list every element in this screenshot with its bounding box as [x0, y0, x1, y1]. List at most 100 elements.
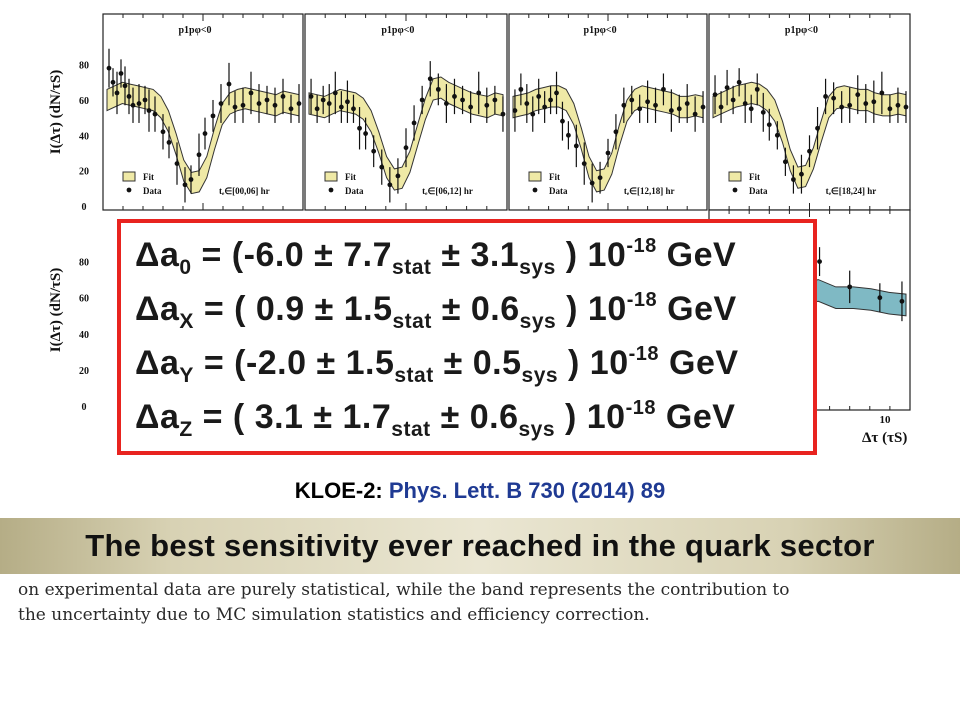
data-point	[774, 132, 780, 138]
legend-fit-swatch	[122, 171, 136, 182]
data-point	[692, 111, 698, 117]
y-tick-label: 20	[79, 366, 89, 377]
result-stat-label: stat	[392, 256, 432, 279]
data-point	[106, 65, 112, 71]
data-point	[831, 95, 837, 101]
data-point	[863, 101, 869, 106]
result-unit: GeV	[659, 344, 739, 382]
data-point	[839, 104, 845, 110]
panel-1: p1pφ<0 tₑ∈[00,06] hr Fit Data	[102, 13, 304, 211]
data-point	[661, 86, 666, 92]
y-tick-label: 40	[79, 131, 89, 142]
data-point	[387, 182, 393, 188]
data-point	[684, 101, 690, 106]
citation-collaboration: KLOE-2:	[294, 478, 383, 503]
data-point	[718, 104, 724, 110]
result-exponent: -18	[625, 397, 656, 419]
data-point	[419, 97, 425, 103]
result-sys-value: ± 3.1	[431, 236, 520, 274]
data-point	[548, 97, 553, 103]
result-symbol: Δa	[135, 344, 180, 382]
data-point	[605, 150, 611, 156]
result-a0: Δa0 = (-6.0 ± 7.7stat ± 3.1sys ) 10-18 G…	[135, 235, 736, 280]
result-symbol: Δa	[135, 398, 180, 436]
panel-title: p1pφ<0	[785, 25, 818, 36]
data-point	[807, 148, 812, 154]
data-point	[460, 97, 465, 103]
data-point	[379, 164, 385, 170]
data-point	[629, 97, 635, 103]
data-point	[581, 161, 587, 166]
data-point	[676, 106, 682, 112]
data-point	[766, 122, 772, 128]
result-power: ) 10	[555, 398, 626, 436]
data-point	[530, 111, 536, 117]
legend-fit-swatch	[324, 171, 338, 182]
result-sys-label: sys	[518, 418, 556, 441]
legend-fit-swatch	[528, 171, 542, 182]
legend-fit-label: Fit	[143, 172, 154, 182]
data-point	[554, 90, 559, 96]
result-symbol: Δa	[135, 236, 180, 274]
data-point	[536, 94, 542, 99]
results-box: Δa0 = (-6.0 ± 7.7stat ± 3.1sys ) 10-18 G…	[117, 219, 817, 455]
data-point	[847, 102, 853, 108]
data-point	[903, 104, 909, 110]
data-point	[122, 83, 128, 89]
data-point	[272, 102, 278, 108]
data-point	[855, 92, 861, 98]
legend-data-label: Data	[143, 186, 162, 196]
data-point	[730, 97, 736, 103]
data-point	[357, 125, 362, 131]
y-tick-label: 60	[79, 96, 89, 107]
result-component: 0	[179, 256, 192, 279]
y-tick-label: 20	[79, 167, 89, 178]
data-point	[700, 104, 706, 110]
data-point	[653, 102, 658, 108]
data-point	[118, 71, 124, 76]
data-point	[188, 177, 194, 182]
data-point	[435, 86, 441, 92]
data-point	[468, 104, 474, 110]
data-point	[791, 177, 796, 182]
data-point	[166, 139, 172, 145]
data-point	[160, 129, 166, 135]
legend-data-marker	[732, 187, 738, 193]
figure-caption: on experimental data are purely statisti…	[18, 578, 948, 628]
citation: KLOE-2: Phys. Lett. B 730 (2014) 89	[0, 478, 960, 504]
data-point	[351, 106, 356, 112]
panel-title: p1pφ<0	[584, 25, 617, 36]
data-point	[742, 101, 748, 106]
data-point	[899, 298, 905, 304]
result-unit: GeV	[655, 398, 736, 436]
data-point	[308, 94, 314, 99]
x-tick-label: 10	[880, 414, 892, 426]
data-point	[338, 104, 344, 110]
result-sys-label: sys	[519, 310, 557, 333]
result-power: ) 10	[558, 344, 629, 382]
panel-time-bin: tₑ∈[18,24] hr	[826, 186, 877, 196]
conclusion-banner: The best sensitivity ever reached in the…	[0, 518, 960, 574]
data-point	[142, 97, 148, 103]
data-point	[668, 108, 674, 113]
panel-2: p1pφ<0 tₑ∈[06,12] hr Fit Data	[304, 13, 508, 211]
legend-fit-label: Fit	[549, 172, 560, 182]
data-point	[760, 109, 766, 115]
y-tick-label: 80	[79, 61, 89, 72]
legend-data-marker	[532, 187, 538, 193]
caption-line-2: the uncertainty due to MC simulation sta…	[18, 605, 650, 625]
result-value: = (-6.0 ± 7.7	[191, 236, 393, 274]
data-point	[403, 145, 409, 151]
result-value: = ( 0.9 ± 1.5	[193, 290, 393, 328]
result-symbol: Δa	[135, 290, 180, 328]
result-unit: GeV	[657, 290, 737, 328]
data-point	[484, 102, 490, 108]
data-point	[613, 129, 619, 135]
data-point	[573, 143, 579, 149]
caption-line-1: on experimental data are purely statisti…	[18, 580, 790, 600]
data-point	[218, 101, 224, 106]
panel-4: p1pφ<0 tₑ∈[18,24] hr Fit Data	[708, 13, 911, 211]
data-point	[712, 92, 718, 98]
data-point	[326, 101, 332, 106]
legend-fit-label: Fit	[749, 172, 760, 182]
